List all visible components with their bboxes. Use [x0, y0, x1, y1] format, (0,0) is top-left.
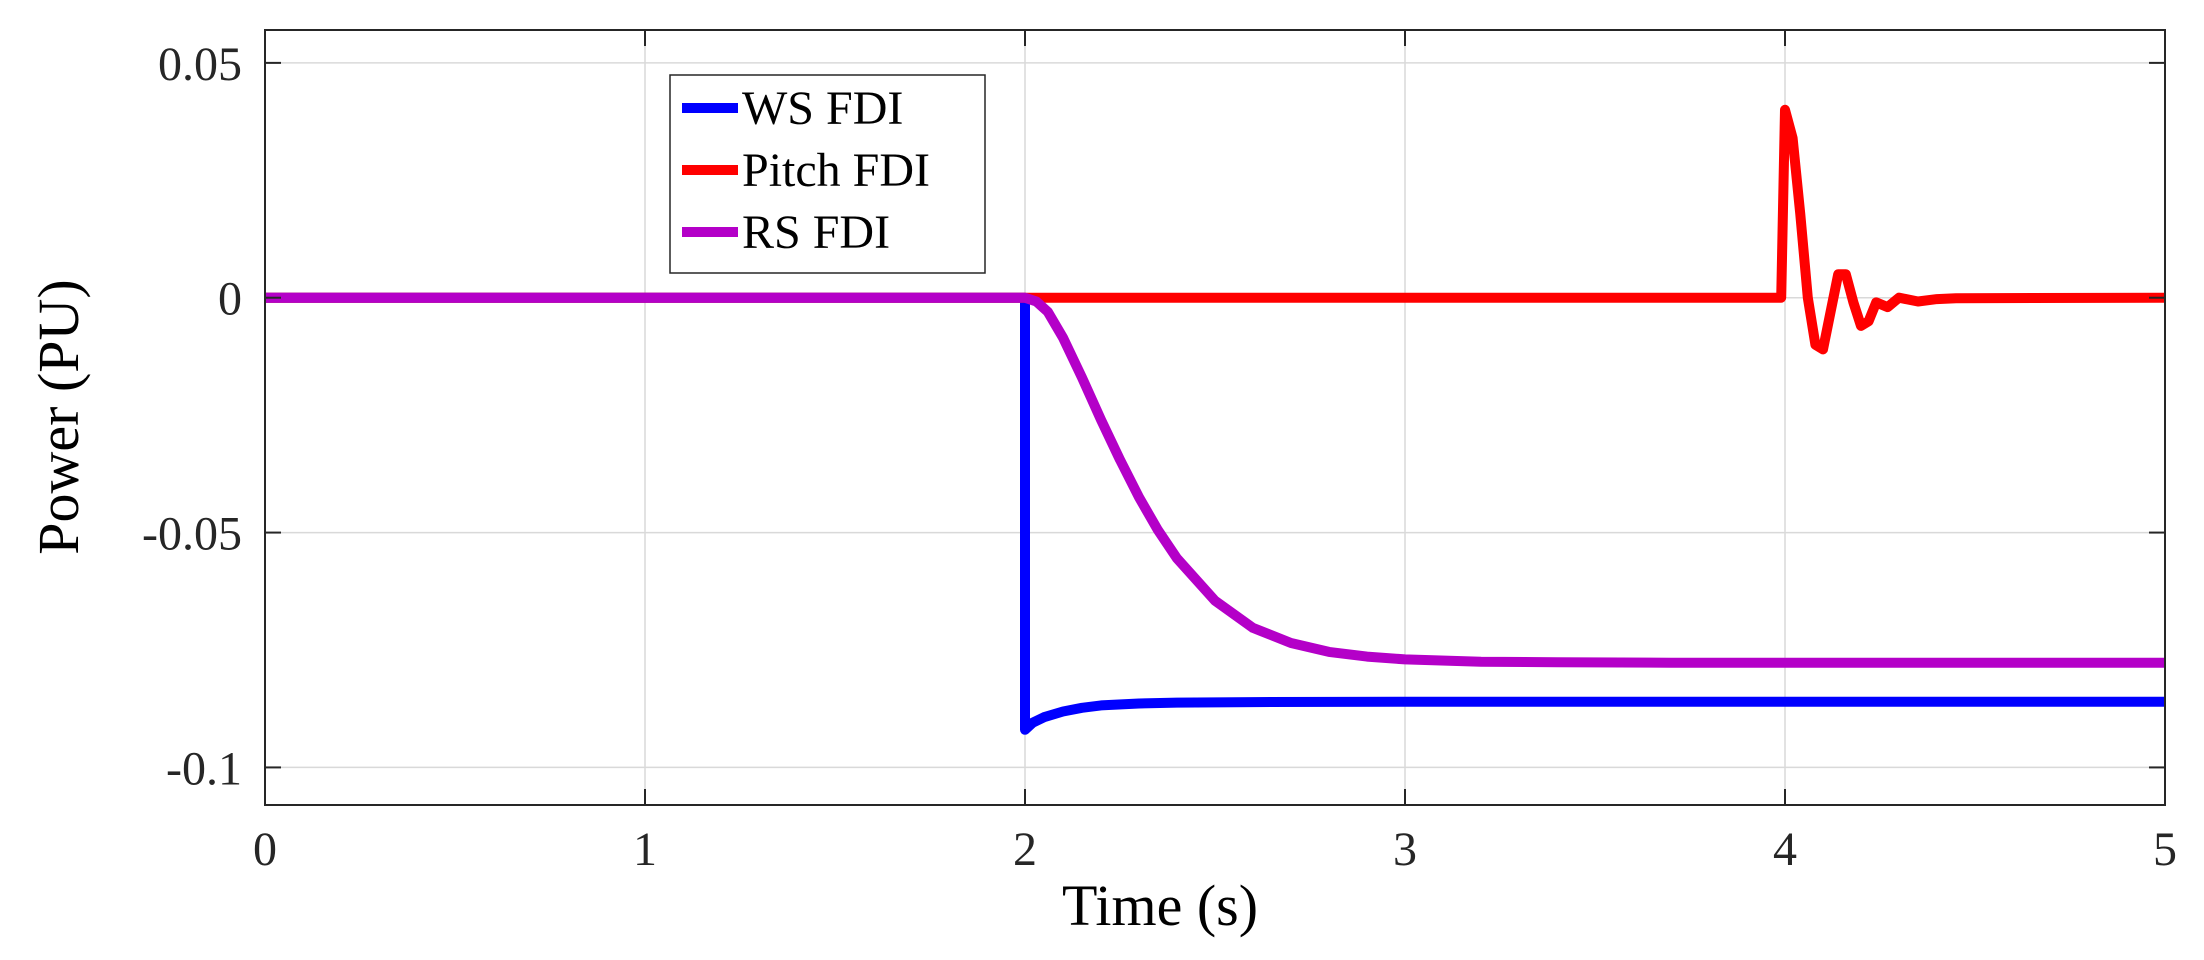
x-tick-label: 0: [253, 823, 277, 876]
legend-label: WS FDI: [742, 82, 903, 135]
x-tick-label: 2: [1013, 823, 1037, 876]
legend-label: RS FDI: [742, 206, 890, 259]
plot-frame: [264, 29, 2166, 806]
series-line-pitch-fdi: [265, 104, 2166, 355]
x-tick-label: 5: [2153, 823, 2177, 876]
y-axis-title: Power (PU): [26, 279, 91, 554]
x-axis-title: Time (s): [1062, 873, 1258, 938]
x-tick-label: 1: [633, 823, 657, 876]
series-line-ws-fdi: [265, 292, 2165, 735]
y-tick-label: 0: [218, 273, 242, 326]
y-tick-label: -0.1: [166, 742, 242, 795]
legend-label: Pitch FDI: [742, 144, 930, 197]
y-tick-label: 0.05: [158, 38, 242, 91]
plot-series: [265, 104, 2166, 735]
x-tick-label: 4: [1773, 823, 1797, 876]
series-line-rs-fdi: [265, 292, 2165, 668]
y-tick-label: -0.05: [142, 508, 242, 561]
x-axis-ticks: 0 1 2 3 4 5: [253, 30, 2177, 876]
x-tick-label: 3: [1393, 823, 1417, 876]
y-axis-ticks: 0.05 0 -0.05 -0.1: [142, 38, 2165, 795]
plot-area: [265, 30, 2165, 805]
legend: WS FDI Pitch FDI RS FDI: [669, 74, 986, 274]
